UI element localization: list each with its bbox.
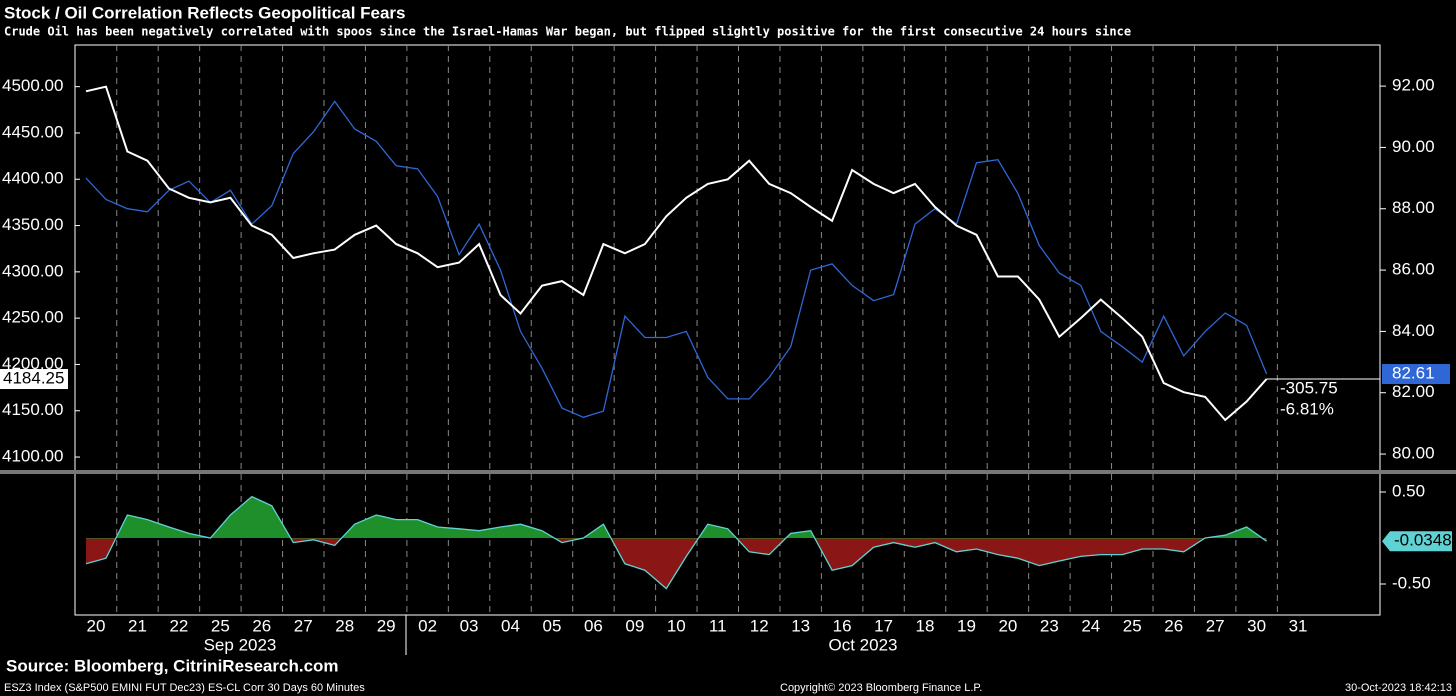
y-tick-label: 4450.00 bbox=[2, 122, 63, 141]
series-line bbox=[85, 85, 1268, 422]
last-value-label: 82.61 bbox=[1392, 364, 1435, 383]
copyright: Copyright© 2023 Bloomberg Finance L.P. bbox=[780, 682, 982, 694]
x-tick-label: 30 bbox=[1247, 616, 1266, 635]
y-tick-label: 4250.00 bbox=[2, 308, 63, 327]
timestamp: 30-Oct-2023 18:42:13 bbox=[1345, 682, 1452, 694]
y-tick-label: 4300.00 bbox=[2, 261, 63, 280]
plot-frame bbox=[74, 44, 1381, 616]
x-tick-label: 25 bbox=[1123, 616, 1142, 635]
y-tick-label: 84.00 bbox=[1392, 321, 1435, 340]
y-tick-label: 4100.00 bbox=[2, 447, 63, 466]
x-tick-label: 11 bbox=[709, 616, 727, 635]
x-tick-label: 26 bbox=[252, 616, 271, 635]
x-tick-label: 10 bbox=[667, 616, 686, 635]
positive-area bbox=[86, 496, 1267, 539]
y-tick-label: 4150.00 bbox=[2, 400, 63, 419]
x-tick-label: 27 bbox=[1206, 616, 1225, 635]
series-line bbox=[85, 495, 1267, 590]
x-tick-label: 05 bbox=[542, 616, 561, 635]
x-tick-label: 16 bbox=[833, 616, 852, 635]
series-line bbox=[85, 100, 1268, 418]
last-value-label: 4184.25 bbox=[3, 369, 64, 388]
last-value-box bbox=[1382, 531, 1452, 552]
x-group-label: Sep 2023 bbox=[204, 635, 277, 654]
y-tick-label: 4350.00 bbox=[2, 215, 63, 234]
x-tick-label: 20 bbox=[87, 616, 106, 635]
y-tick-label: 86.00 bbox=[1392, 260, 1435, 279]
x-tick-label: 21 bbox=[128, 616, 147, 635]
x-tick-label: 28 bbox=[335, 616, 354, 635]
chart-title: Stock / Oil Correlation Reflects Geopoli… bbox=[4, 3, 406, 22]
change-annotation: -305.75 bbox=[1280, 378, 1338, 397]
last-value-box bbox=[1382, 364, 1450, 385]
x-tick-label: 02 bbox=[418, 616, 437, 635]
panel-separator bbox=[0, 470, 1456, 474]
x-tick-label: 22 bbox=[169, 616, 188, 635]
y-tick-label: 4200.00 bbox=[2, 354, 63, 373]
x-tick-label: 27 bbox=[294, 616, 313, 635]
y-tick-label: 82.00 bbox=[1392, 382, 1435, 401]
x-tick-label: 24 bbox=[1081, 616, 1100, 635]
last-value-box bbox=[0, 369, 68, 390]
footer-left: ESZ3 Index (S&P500 EMINI FUT Dec23) ES-C… bbox=[4, 682, 365, 694]
x-tick-label: 06 bbox=[584, 616, 603, 635]
x-tick-label: 09 bbox=[625, 616, 644, 635]
y-tick-label: 88.00 bbox=[1392, 198, 1435, 217]
x-tick-label: 13 bbox=[791, 616, 810, 635]
x-tick-label: 12 bbox=[750, 616, 769, 635]
y-tick-label: 92.00 bbox=[1392, 76, 1435, 95]
y-tick-label: -0.50 bbox=[1392, 573, 1431, 592]
x-tick-label: 26 bbox=[1164, 616, 1183, 635]
source: Source: Bloomberg, CitriniResearch.com bbox=[6, 656, 339, 675]
x-tick-label: 04 bbox=[501, 616, 520, 635]
x-tick-label: 03 bbox=[460, 616, 479, 635]
chart-subtitle: Crude Oil has been negatively correlated… bbox=[4, 25, 1131, 39]
x-group-label: Oct 2023 bbox=[829, 635, 898, 654]
y-tick-label: 4400.00 bbox=[2, 169, 63, 188]
x-tick-label: 18 bbox=[916, 616, 935, 635]
y-tick-label: 90.00 bbox=[1392, 137, 1435, 156]
x-tick-label: 19 bbox=[957, 616, 976, 635]
y-tick-label: 0.50 bbox=[1392, 482, 1425, 501]
negative-area bbox=[86, 538, 1267, 589]
x-tick-label: 25 bbox=[211, 616, 230, 635]
x-tick-label: 17 bbox=[874, 616, 893, 635]
y-tick-label: 80.00 bbox=[1392, 444, 1435, 463]
x-tick-label: 20 bbox=[998, 616, 1017, 635]
x-tick-label: 31 bbox=[1289, 616, 1308, 635]
last-value-label: -0.0348 bbox=[1394, 531, 1452, 550]
x-tick-label: 23 bbox=[1040, 616, 1059, 635]
y-tick-label: 4500.00 bbox=[2, 76, 63, 95]
x-tick-label: 29 bbox=[377, 616, 396, 635]
change-annotation: -6.81% bbox=[1280, 399, 1334, 418]
